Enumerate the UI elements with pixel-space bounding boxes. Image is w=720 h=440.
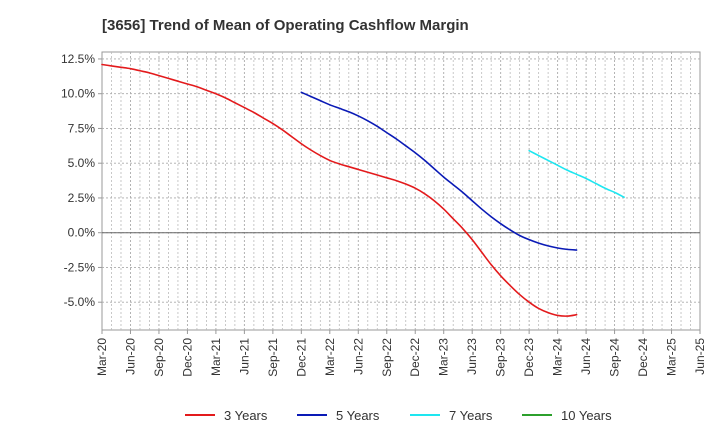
x-tick-label: Jun-20 (123, 338, 137, 375)
x-tick-label: Sep-21 (266, 338, 280, 377)
y-tick-label: -2.5% (64, 260, 96, 274)
x-tick-label: Sep-20 (152, 338, 166, 377)
x-tick-label: Mar-25 (665, 338, 679, 376)
x-tick-label: Dec-23 (522, 338, 536, 377)
x-tick-label: Jun-25 (693, 338, 707, 375)
y-tick-label: 7.5% (68, 121, 96, 135)
legend-label-3-years: 3 Years (224, 408, 268, 423)
y-tick-label: 2.5% (68, 191, 96, 205)
x-tick-label: Mar-24 (551, 338, 565, 376)
x-tick-label: Dec-24 (636, 338, 650, 377)
x-tick-label: Dec-22 (408, 338, 422, 377)
x-tick-label: Sep-24 (608, 338, 622, 377)
chart-title: [3656] Trend of Mean of Operating Cashfl… (102, 17, 469, 34)
x-tick-label: Sep-23 (494, 338, 508, 377)
series-line-7-years (528, 149, 625, 199)
x-tick-label: Jun-24 (579, 338, 593, 375)
grid-major (102, 52, 700, 330)
y-tick-label: 5.0% (68, 156, 96, 170)
y-tick-label: -5.0% (64, 295, 96, 309)
y-axis-ticks: 12.5% 10.0% 7.5% 5.0% 2.5% 0.0% -2.5% -5.0% (61, 52, 102, 309)
y-tick-label: 10.0% (61, 87, 95, 101)
x-tick-label: Mar-22 (323, 338, 337, 376)
plot-area (101, 51, 701, 331)
x-tick-label: Mar-21 (209, 338, 223, 376)
legend: 3 Years 5 Years 7 Years 10 Years (185, 408, 612, 423)
x-tick-label: Sep-22 (380, 338, 394, 377)
x-axis-ticks: Mar-20 Jun-20 Sep-20 Dec-20 Mar-21 Jun-21 Sep-… (95, 330, 707, 377)
series-line-5-years (300, 91, 578, 251)
y-tick-label: 12.5% (61, 52, 95, 66)
x-tick-label: Jun-23 (465, 338, 479, 375)
legend-label-5-years: 5 Years (336, 408, 380, 423)
series-line-3-years (101, 63, 578, 317)
x-tick-label: Jun-21 (237, 338, 251, 375)
x-tick-label: Mar-20 (95, 338, 109, 376)
legend-label-10-years: 10 Years (561, 408, 612, 423)
x-tick-label: Dec-21 (294, 338, 308, 377)
x-tick-label: Mar-23 (437, 338, 451, 376)
series-lines (101, 63, 625, 317)
x-tick-label: Dec-20 (180, 338, 194, 377)
legend-label-7-years: 7 Years (449, 408, 493, 423)
x-tick-label: Jun-22 (351, 338, 365, 375)
y-tick-label: 0.0% (68, 226, 96, 240)
